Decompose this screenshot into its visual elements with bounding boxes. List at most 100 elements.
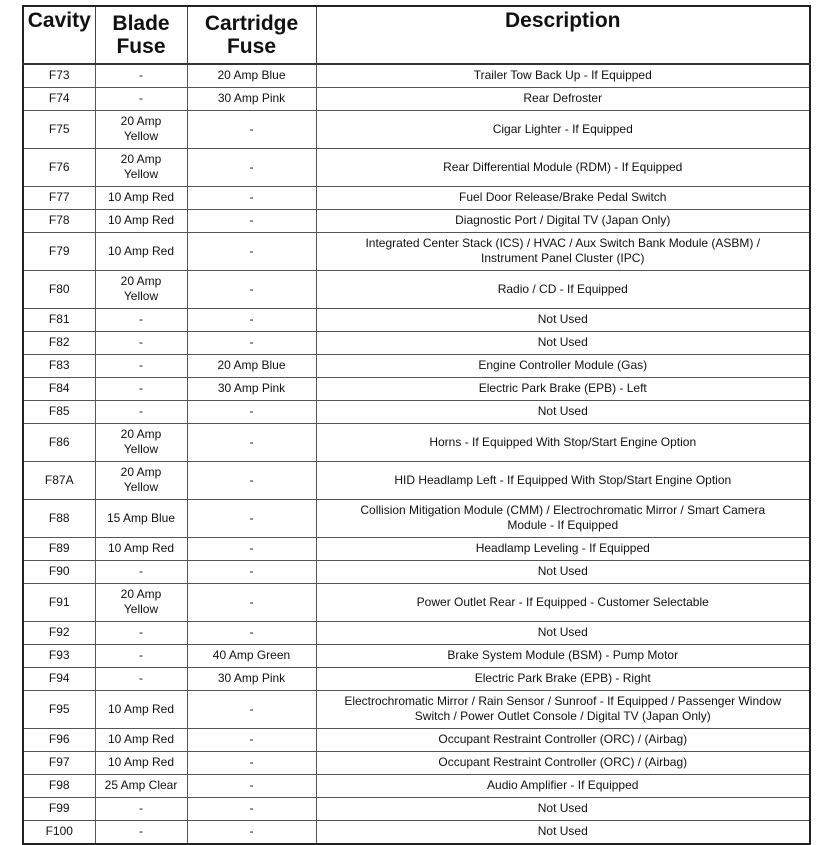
cell-blade: - <box>94 644 188 668</box>
cell-blade: - <box>94 354 188 378</box>
cell-description: Engine Controller Module (Gas) <box>315 354 811 378</box>
cell-blade: - <box>94 667 188 691</box>
cell-description: Trailer Tow Back Up - If Equipped <box>315 63 811 88</box>
cell-cartridge: - <box>186 270 317 309</box>
cell-description: Cigar Lighter - If Equipped <box>315 110 811 149</box>
cell-cartridge: - <box>186 148 317 187</box>
cell-cartridge: - <box>186 461 317 500</box>
table-row: F73-20 Amp Blue Trailer Tow Back Up - If … <box>22 63 811 88</box>
table-row: F88 15 Amp Blue - Collision Mitigation Modu… <box>22 499 811 538</box>
table-row: F94-30 Amp Pink Electric Park Brake (EPB)… <box>22 667 811 691</box>
cell-cavity: F98 <box>22 774 96 798</box>
cell-cartridge: - <box>186 331 317 355</box>
cell-cavity: F91 <box>22 583 96 622</box>
cell-description: Radio / CD - If Equipped <box>315 270 811 309</box>
cell-cartridge: 40 Amp Green <box>186 644 317 668</box>
cell-cavity: F78 <box>22 209 96 233</box>
cell-description: Not Used <box>315 797 811 821</box>
cell-blade: 10 Amp Red <box>94 690 188 729</box>
cell-description: Occupant Restraint Controller (ORC) / (A… <box>315 751 811 775</box>
table-row: F76 20 Amp Yellow - Rear Differential Modul… <box>22 148 811 187</box>
table-row: F90- - Not Used <box>22 560 811 584</box>
cell-blade: - <box>94 63 188 88</box>
cell-cartridge: 30 Amp Pink <box>186 667 317 691</box>
cell-blade: - <box>94 820 188 845</box>
cell-description: Not Used <box>315 621 811 645</box>
cell-cavity: F94 <box>22 667 96 691</box>
header-cavity: Cavity <box>22 5 96 65</box>
cell-cavity: F83 <box>22 354 96 378</box>
cell-description: Not Used <box>315 308 811 332</box>
header-cartridge-fuse: Cartridge Fuse <box>186 5 317 65</box>
cell-cavity: F100 <box>22 820 96 845</box>
cell-description: Electric Park Brake (EPB) - Left <box>315 377 811 401</box>
cell-cartridge: 30 Amp Pink <box>186 377 317 401</box>
cell-blade: 20 Amp Yellow <box>94 148 188 187</box>
table-row: F95 10 Amp Red - Electrochromatic Mirror / … <box>22 690 811 729</box>
cell-cavity: F81 <box>22 308 96 332</box>
table-row: F98 25 Amp Clear - Audio Amplifier - If Equ… <box>22 774 811 798</box>
cell-cavity: F76 <box>22 148 96 187</box>
cell-cavity: F73 <box>22 63 96 88</box>
table-row: F82- - Not Used <box>22 331 811 355</box>
cell-blade: 10 Amp Red <box>94 186 188 210</box>
cell-description: Electrochromatic Mirror / Rain Sensor / … <box>315 690 811 729</box>
table-row: F96 10 Amp Red - Occupant Restraint Control… <box>22 728 811 752</box>
cell-description: Audio Amplifier - If Equipped <box>315 774 811 798</box>
cell-description: Power Outlet Rear - If Equipped - Custom… <box>315 583 811 622</box>
cell-cartridge: - <box>186 186 317 210</box>
cell-blade: 20 Amp Yellow <box>94 423 188 462</box>
table-row: F75 20 Amp Yellow - Cigar Lighter - If Equi… <box>22 110 811 149</box>
cell-cartridge: - <box>186 537 317 561</box>
table-row: F74-30 Amp Pink Rear Defroster <box>22 87 811 111</box>
cell-blade: 10 Amp Red <box>94 232 188 271</box>
cell-cartridge: - <box>186 820 317 845</box>
cell-cartridge: - <box>186 308 317 332</box>
fuse-table: Cavity Blade Fuse Cartridge Fuse Descrip… <box>22 5 811 845</box>
cell-cavity: F96 <box>22 728 96 752</box>
cell-blade: 15 Amp Blue <box>94 499 188 538</box>
cell-cavity: F74 <box>22 87 96 111</box>
cell-description: Headlamp Leveling - If Equipped <box>315 537 811 561</box>
cell-cartridge: - <box>186 232 317 271</box>
cell-description: Electric Park Brake (EPB) - Right <box>315 667 811 691</box>
cell-cavity: F97 <box>22 751 96 775</box>
cell-description: Not Used <box>315 560 811 584</box>
cell-blade: - <box>94 377 188 401</box>
header-row: Cavity Blade Fuse Cartridge Fuse Descrip… <box>22 5 811 65</box>
cell-blade: 20 Amp Yellow <box>94 583 188 622</box>
cell-description: Rear Differential Module (RDM) - If Equi… <box>315 148 811 187</box>
cell-description: Not Used <box>315 820 811 845</box>
table-row: F84-30 Amp Pink Electric Park Brake (EPB)… <box>22 377 811 401</box>
cell-cartridge: - <box>186 499 317 538</box>
cell-description: Integrated Center Stack (ICS) / HVAC / A… <box>315 232 811 271</box>
cell-cavity: F79 <box>22 232 96 271</box>
cell-blade: - <box>94 400 188 424</box>
cell-cartridge: - <box>186 560 317 584</box>
cell-description: Collision Mitigation Module (CMM) / Elec… <box>315 499 811 538</box>
cell-blade: 10 Amp Red <box>94 751 188 775</box>
cell-cartridge: - <box>186 423 317 462</box>
cell-blade: - <box>94 87 188 111</box>
header-blade-fuse: Blade Fuse <box>94 5 188 65</box>
table-row: F89 10 Amp Red - Headlamp Leveling - If Equ… <box>22 537 811 561</box>
cell-description: Horns - If Equipped With Stop/Start Engi… <box>315 423 811 462</box>
cell-cartridge: - <box>186 751 317 775</box>
cell-cartridge: - <box>186 690 317 729</box>
cell-cavity: F86 <box>22 423 96 462</box>
cell-blade: - <box>94 331 188 355</box>
cell-description: HID Headlamp Left - If Equipped With Sto… <box>315 461 811 500</box>
cell-description: Fuel Door Release/Brake Pedal Switch <box>315 186 811 210</box>
cell-description: Diagnostic Port / Digital TV (Japan Only… <box>315 209 811 233</box>
cell-blade: 10 Amp Red <box>94 728 188 752</box>
cell-cavity: F90 <box>22 560 96 584</box>
table-row: F81- - Not Used <box>22 308 811 332</box>
cell-blade: 20 Amp Yellow <box>94 110 188 149</box>
cell-cavity: F87A <box>22 461 96 500</box>
table-row: F100- - Not Used <box>22 820 811 845</box>
cell-cartridge: 30 Amp Pink <box>186 87 317 111</box>
cell-description: Brake System Module (BSM) - Pump Motor <box>315 644 811 668</box>
cell-description: Occupant Restraint Controller (ORC) / (A… <box>315 728 811 752</box>
table-row: F87A 20 Amp Yellow - HID Headlamp Left - If… <box>22 461 811 500</box>
table-row: F80 20 Amp Yellow - Radio / CD - If Equippe… <box>22 270 811 309</box>
